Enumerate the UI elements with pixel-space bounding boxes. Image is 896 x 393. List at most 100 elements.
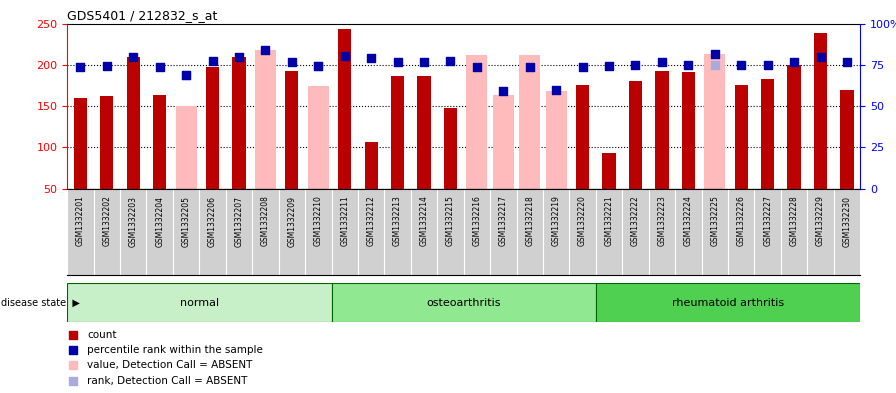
Point [444, 57, 458, 64]
Text: GSM1332223: GSM1332223 [658, 196, 667, 246]
Text: GSM1332220: GSM1332220 [578, 196, 587, 246]
Bar [338, 29, 351, 189]
Bar [67, 283, 332, 322]
Bar [546, 91, 567, 189]
Text: rank, Detection Call = ABSENT: rank, Detection Call = ABSENT [87, 376, 247, 386]
Bar [232, 57, 246, 189]
Point [470, 64, 484, 70]
Point [655, 59, 669, 65]
Text: normal: normal [180, 298, 219, 308]
Text: GSM1332204: GSM1332204 [155, 196, 164, 246]
Text: GDS5401 / 212832_s_at: GDS5401 / 212832_s_at [67, 9, 218, 22]
Bar [285, 71, 298, 189]
Point [99, 62, 114, 69]
Point [360, 280, 375, 286]
Point [496, 88, 511, 94]
Point [205, 57, 220, 64]
Point [232, 53, 246, 60]
Point [364, 55, 378, 61]
Bar [596, 283, 860, 322]
Point [311, 62, 325, 69]
Point [549, 86, 564, 93]
Text: GSM1332210: GSM1332210 [314, 196, 323, 246]
Text: GSM1332208: GSM1332208 [261, 196, 270, 246]
Bar [840, 90, 854, 189]
Point [522, 64, 537, 70]
Text: count: count [87, 330, 116, 340]
Bar [418, 76, 431, 189]
Bar [682, 72, 695, 189]
Text: GSM1332211: GSM1332211 [340, 196, 349, 246]
Text: GSM1332213: GSM1332213 [393, 196, 402, 246]
Point [681, 62, 695, 68]
Text: GSM1332205: GSM1332205 [182, 196, 191, 246]
Bar [735, 86, 748, 189]
Text: GSM1332226: GSM1332226 [737, 196, 745, 246]
Bar [391, 75, 404, 189]
Bar [176, 106, 197, 189]
Text: GSM1332227: GSM1332227 [763, 196, 772, 246]
Point [708, 51, 722, 57]
Text: osteoarthritis: osteoarthritis [426, 298, 501, 308]
Bar [332, 283, 596, 322]
Text: GSM1332216: GSM1332216 [472, 196, 481, 246]
Text: disease state  ▶: disease state ▶ [1, 298, 80, 308]
Point [814, 53, 828, 60]
Bar [100, 96, 114, 189]
Text: GSM1332228: GSM1332228 [789, 196, 798, 246]
Point [285, 59, 299, 65]
Point [575, 64, 590, 70]
Text: GSM1332230: GSM1332230 [842, 196, 851, 246]
Bar [629, 81, 642, 189]
Text: GSM1332215: GSM1332215 [446, 196, 455, 246]
Bar [576, 86, 590, 189]
Text: GSM1332212: GSM1332212 [366, 196, 375, 246]
Text: GSM1332229: GSM1332229 [816, 196, 825, 246]
Point [602, 62, 616, 69]
Text: GSM1332209: GSM1332209 [288, 196, 297, 246]
Point [311, 62, 325, 69]
Text: GSM1332224: GSM1332224 [684, 196, 693, 246]
Bar [602, 153, 616, 189]
Point [628, 62, 642, 68]
Bar [206, 67, 220, 189]
Bar [153, 95, 167, 189]
Bar [493, 95, 514, 189]
Point [391, 59, 405, 66]
Text: rheumatoid arthritis: rheumatoid arthritis [672, 298, 784, 308]
Point [360, 2, 375, 8]
Text: GSM1332218: GSM1332218 [525, 196, 534, 246]
Point [417, 59, 431, 65]
Text: GSM1332201: GSM1332201 [76, 196, 85, 246]
Text: GSM1332221: GSM1332221 [605, 196, 614, 246]
Bar [307, 86, 329, 189]
Point [73, 64, 88, 70]
Text: GSM1332217: GSM1332217 [499, 196, 508, 246]
Point [840, 59, 854, 65]
Point [708, 62, 722, 68]
Bar [519, 55, 540, 189]
Point [179, 72, 194, 78]
Bar [444, 108, 457, 189]
Text: percentile rank within the sample: percentile rank within the sample [87, 345, 263, 355]
Point [338, 53, 352, 59]
Text: GSM1332207: GSM1332207 [235, 196, 244, 246]
Bar [466, 55, 487, 189]
Point [258, 47, 272, 53]
Bar [704, 54, 726, 189]
Text: GSM1332214: GSM1332214 [419, 196, 428, 246]
Bar [254, 50, 276, 189]
Bar [788, 65, 801, 189]
Text: value, Detection Call = ABSENT: value, Detection Call = ABSENT [87, 360, 253, 370]
Text: GSM1332222: GSM1332222 [631, 196, 640, 246]
Point [179, 72, 194, 78]
Text: GSM1332203: GSM1332203 [129, 196, 138, 246]
Bar [814, 33, 827, 189]
Text: GSM1332219: GSM1332219 [552, 196, 561, 246]
Point [360, 141, 375, 147]
Point [152, 64, 167, 70]
Text: GSM1332206: GSM1332206 [208, 196, 217, 246]
Bar [73, 98, 87, 189]
Bar [126, 57, 140, 189]
Bar [655, 72, 668, 189]
